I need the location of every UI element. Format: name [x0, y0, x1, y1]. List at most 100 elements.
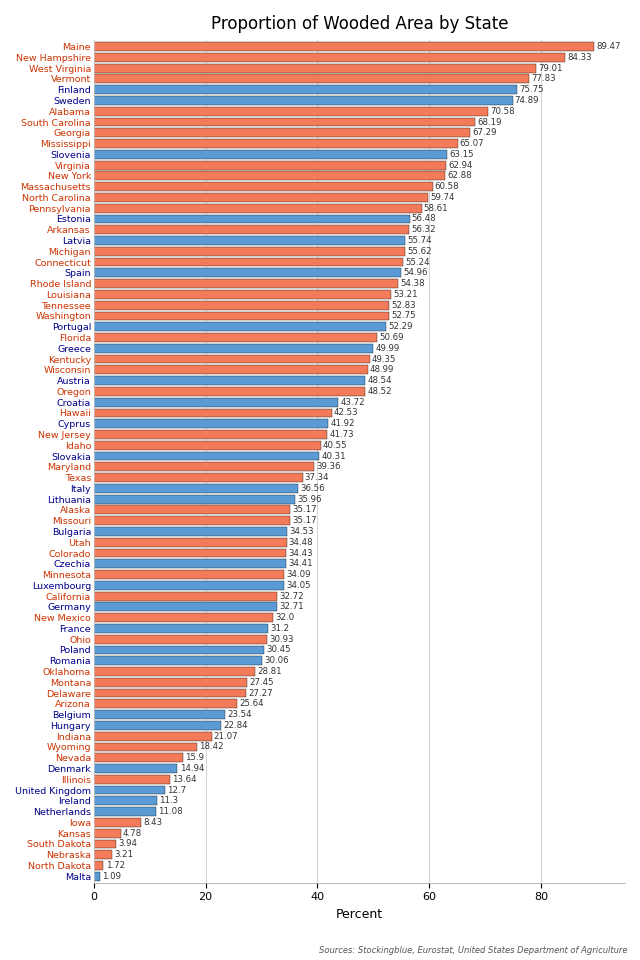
Bar: [94, 129, 470, 137]
Bar: [94, 85, 517, 94]
Text: 48.99: 48.99: [370, 366, 394, 374]
Text: 59.74: 59.74: [430, 193, 454, 202]
Bar: [94, 807, 156, 816]
Bar: [94, 635, 267, 643]
Bar: [94, 366, 368, 374]
Text: 52.83: 52.83: [392, 300, 416, 310]
Text: 40.31: 40.31: [321, 451, 346, 461]
Bar: [94, 344, 373, 352]
Text: 37.34: 37.34: [305, 473, 330, 482]
Bar: [94, 548, 286, 558]
Bar: [94, 236, 406, 245]
Text: 63.15: 63.15: [449, 150, 474, 158]
Bar: [94, 591, 276, 601]
Bar: [94, 96, 513, 105]
Text: 52.75: 52.75: [391, 311, 415, 321]
Bar: [94, 397, 339, 407]
Text: 1.72: 1.72: [106, 861, 125, 870]
Text: 74.89: 74.89: [515, 96, 540, 105]
Text: 14.94: 14.94: [180, 764, 204, 773]
Text: 28.81: 28.81: [257, 667, 282, 676]
Text: 62.94: 62.94: [448, 160, 472, 170]
Bar: [94, 839, 116, 849]
Text: 41.92: 41.92: [330, 420, 355, 428]
Bar: [94, 603, 276, 612]
Text: 84.33: 84.33: [568, 53, 592, 61]
Bar: [94, 354, 370, 364]
Bar: [94, 785, 164, 795]
Text: 48.52: 48.52: [367, 387, 392, 396]
Text: 53.21: 53.21: [394, 290, 418, 299]
Bar: [94, 75, 529, 84]
Text: 34.41: 34.41: [289, 560, 313, 568]
Text: 21.07: 21.07: [214, 732, 239, 741]
Text: 54.38: 54.38: [400, 279, 425, 288]
Text: 32.0: 32.0: [275, 613, 294, 622]
Bar: [94, 797, 157, 805]
Bar: [94, 678, 247, 686]
Bar: [94, 473, 303, 482]
Bar: [94, 538, 287, 546]
Text: 34.05: 34.05: [287, 581, 311, 589]
Bar: [94, 290, 391, 299]
Text: 52.29: 52.29: [388, 323, 413, 331]
Text: 79.01: 79.01: [538, 63, 563, 73]
Bar: [94, 323, 386, 331]
Bar: [94, 441, 321, 449]
Text: 42.53: 42.53: [334, 408, 358, 418]
Text: 30.45: 30.45: [266, 645, 291, 655]
Bar: [94, 527, 287, 536]
Bar: [94, 732, 212, 740]
Text: 58.61: 58.61: [424, 204, 449, 213]
Text: 50.69: 50.69: [380, 333, 404, 342]
Bar: [94, 667, 255, 676]
Text: 11.08: 11.08: [158, 807, 182, 816]
Text: 3.21: 3.21: [114, 851, 133, 859]
Bar: [94, 257, 403, 267]
Bar: [94, 42, 594, 51]
Bar: [94, 851, 112, 859]
Bar: [94, 139, 458, 148]
X-axis label: Percent: Percent: [336, 908, 383, 921]
Text: 77.83: 77.83: [531, 75, 556, 84]
Text: 30.06: 30.06: [264, 657, 289, 665]
Text: 39.36: 39.36: [316, 463, 340, 471]
Text: 34.53: 34.53: [289, 527, 314, 536]
Text: 75.75: 75.75: [520, 85, 544, 94]
Text: 89.47: 89.47: [596, 42, 621, 51]
Text: 40.55: 40.55: [323, 441, 348, 449]
Text: 1.09: 1.09: [102, 872, 121, 880]
Bar: [94, 63, 536, 73]
Text: 55.24: 55.24: [405, 257, 429, 267]
Text: 34.48: 34.48: [289, 538, 314, 547]
Text: 54.96: 54.96: [403, 269, 428, 277]
Bar: [94, 247, 404, 255]
Bar: [94, 516, 291, 525]
Text: 43.72: 43.72: [340, 397, 365, 407]
Text: 32.71: 32.71: [279, 602, 303, 612]
Text: 3.94: 3.94: [118, 839, 137, 849]
Bar: [94, 269, 401, 277]
Text: 8.43: 8.43: [143, 818, 163, 827]
Text: 70.58: 70.58: [491, 107, 515, 116]
Bar: [94, 172, 445, 180]
Bar: [94, 710, 225, 719]
Bar: [94, 657, 262, 665]
Text: 36.56: 36.56: [300, 484, 325, 492]
Bar: [94, 312, 388, 321]
Bar: [94, 484, 298, 492]
Bar: [94, 409, 332, 418]
Bar: [94, 53, 565, 61]
Text: 35.17: 35.17: [292, 505, 317, 515]
Bar: [94, 420, 328, 428]
Text: 4.78: 4.78: [123, 828, 142, 838]
Bar: [94, 581, 284, 589]
Bar: [94, 160, 445, 170]
Text: Sources: Stockingblue, Eurostat, United States Department of Agriculture: Sources: Stockingblue, Eurostat, United …: [319, 947, 627, 955]
Text: 30.93: 30.93: [269, 635, 294, 644]
Bar: [94, 376, 365, 385]
Bar: [94, 506, 291, 515]
Text: 49.99: 49.99: [376, 344, 400, 352]
Text: 55.62: 55.62: [407, 247, 431, 255]
Text: 41.73: 41.73: [330, 430, 354, 439]
